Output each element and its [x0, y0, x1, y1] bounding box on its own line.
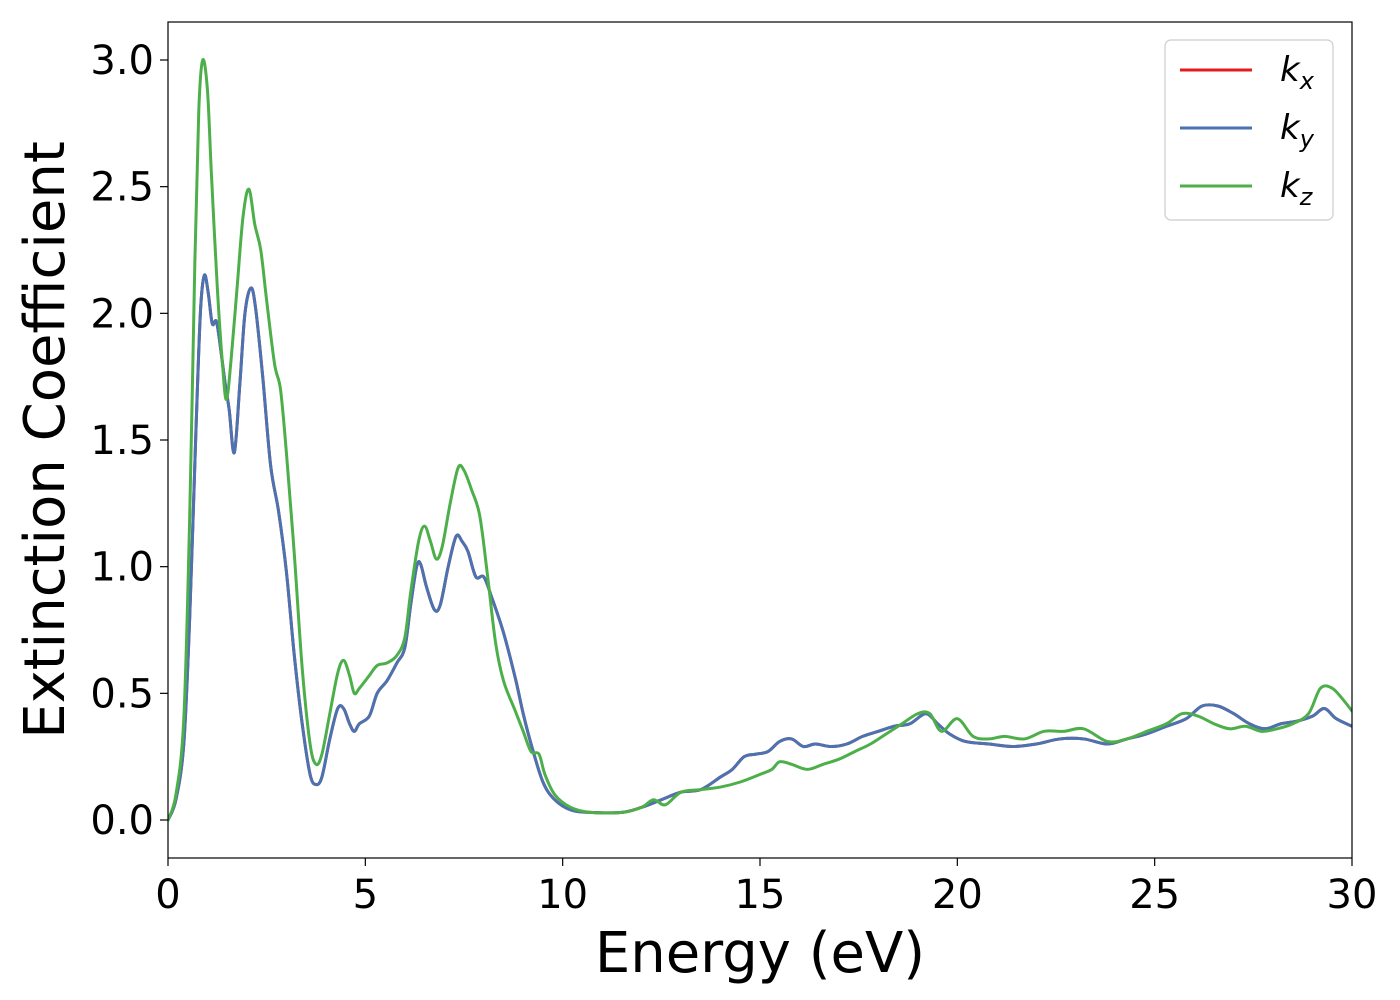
x-tick-label: 30: [1327, 872, 1378, 918]
series-layer: [168, 58, 1352, 822]
y-tick-label: 2.5: [90, 165, 154, 211]
x-tick-label: 20: [932, 872, 983, 918]
series-line-kx: [168, 273, 1352, 822]
y-tick-label: 1.0: [90, 545, 154, 591]
y-tick-label: 2.0: [90, 291, 154, 337]
x-axis: 0 5 10 15 20 25 30: [155, 858, 1377, 918]
x-tick-label: 10: [537, 872, 588, 918]
series-line-kz: [168, 58, 1352, 822]
legend-label-kz: kz: [1280, 166, 1314, 211]
y-tick-label: 0.5: [90, 671, 154, 717]
x-tick-label: 15: [735, 872, 786, 918]
legend-label-kx: kx: [1280, 50, 1315, 95]
y-tick-label: 0.0: [90, 798, 154, 844]
x-tick-label: 0: [155, 872, 180, 918]
series-line-ky: [168, 273, 1352, 822]
y-tick-label: 1.5: [90, 418, 154, 464]
legend: kx ky kz: [1164, 39, 1334, 221]
y-axis-title: Extinction Coefficient: [13, 141, 78, 739]
legend-box: [1164, 39, 1334, 221]
legend-label-ky: ky: [1280, 108, 1315, 153]
y-tick-label: 3.0: [90, 38, 154, 84]
y-axis: 0.0 0.5 1.0 1.5 2.0 2.5 3.0: [90, 38, 168, 844]
x-tick-label: 25: [1129, 872, 1180, 918]
x-tick-label: 5: [353, 872, 378, 918]
x-axis-title: Energy (eV): [595, 921, 925, 986]
